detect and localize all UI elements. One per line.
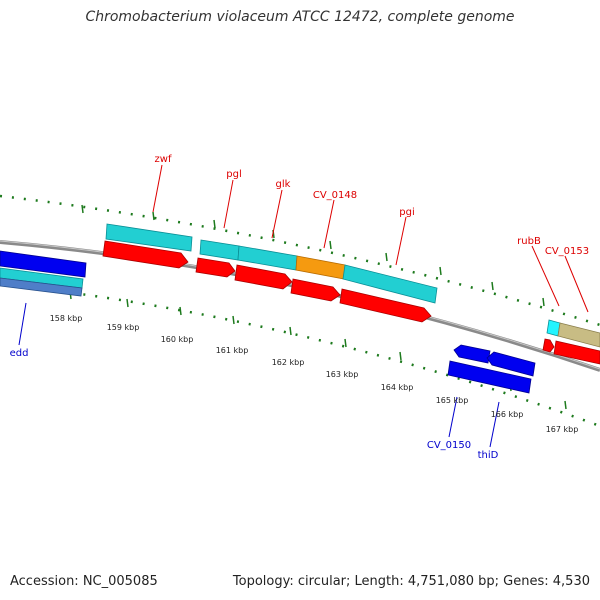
glk-leader [271, 189, 283, 239]
inner-major-tick [564, 400, 567, 410]
inner-tick-ring-dots [0, 282, 600, 428]
outer-major-tick [329, 240, 332, 250]
zwf-gene-arrow[interactable] [102, 240, 189, 269]
kbp-label: 158 kbp [50, 314, 83, 323]
pgi-leader [395, 216, 407, 266]
rubB-gene-arrow[interactable] [542, 338, 555, 353]
outer-major-tick [491, 281, 494, 291]
cv0153-leader [564, 255, 589, 313]
rubB-label[interactable]: rubB [517, 236, 541, 247]
edd-label[interactable]: edd [10, 348, 29, 359]
inner-major-tick [126, 298, 129, 308]
kbp-label: 166 kbp [491, 410, 524, 419]
kbp-label: 164 kbp [381, 383, 414, 392]
inner-major-tick [344, 338, 347, 348]
edd-cds-steel[interactable] [0, 277, 83, 297]
cv0153-cds[interactable] [557, 322, 600, 348]
reverse-label-leaders [18, 302, 500, 448]
kbp-label: 163 kbp [326, 370, 359, 379]
cv0150-label[interactable]: CV_0150 [427, 440, 471, 451]
genome-summary-text: Topology: circular; Length: 4,751,080 bp… [232, 574, 590, 589]
reverse-cds-block[interactable] [447, 360, 532, 394]
cv0148-gene-arrow[interactable] [290, 278, 341, 302]
inner-tick-ring [0, 282, 600, 428]
rubB-leader [531, 245, 560, 307]
reverse-left-track [0, 250, 87, 297]
pgl-label[interactable]: pgl [226, 169, 241, 180]
cv0148-leader [323, 199, 335, 249]
cv0148-label[interactable]: CV_0148 [313, 190, 357, 201]
forward-gene-track [102, 240, 600, 365]
pgi-gene-arrow[interactable] [339, 288, 432, 323]
inner-major-tick [179, 306, 182, 316]
cv0150-gene-arrow[interactable] [453, 344, 491, 364]
glk-label[interactable]: glk [276, 179, 291, 190]
inner-major-tick [289, 326, 292, 336]
kbp-label: 159 kbp [107, 323, 140, 332]
pgi-label[interactable]: pgi [399, 207, 414, 218]
pgl-gene-arrow[interactable] [195, 257, 236, 278]
outer-major-tick [542, 297, 545, 307]
kbp-label: 160 kbp [161, 335, 194, 344]
outer-major-tick [213, 219, 216, 229]
pgl-leader [223, 179, 234, 229]
reverse-right-track [447, 344, 536, 394]
kbp-label: 165 kbp [436, 396, 469, 405]
thiD-gene-arrow[interactable] [486, 351, 536, 377]
reverse-gene-labels: edd CV_0150 thiD [10, 348, 499, 461]
accession-text: Accession: NC_005085 [10, 574, 158, 589]
outer-tick-ring-dots [0, 194, 600, 327]
outer-major-tick [385, 252, 388, 262]
zwf-leader [152, 164, 163, 213]
glk-cds[interactable] [237, 245, 298, 271]
outer-major-tick [152, 211, 155, 221]
map-title: Chromobacterium violaceum ATCC 12472, co… [85, 9, 515, 25]
outer-major-tick [81, 204, 84, 214]
inner-major-tick [399, 351, 402, 361]
edd-leader [18, 302, 27, 346]
forward-label-leaders [152, 164, 589, 313]
pgl-cds[interactable] [199, 239, 240, 261]
zwf-cds[interactable] [105, 223, 193, 252]
zwf-label[interactable]: zwf [155, 154, 172, 165]
cv0150-leader [448, 396, 458, 438]
kbp-label: 161 kbp [216, 346, 249, 355]
edd-gene-arrow[interactable] [0, 250, 87, 278]
thiD-leader [489, 401, 500, 448]
outer-major-tick [439, 266, 442, 276]
kbp-label: 162 kbp [272, 358, 305, 367]
forward-cds-track [105, 223, 600, 348]
inner-major-tick [232, 315, 235, 325]
kbp-scale-labels: 158 kbp 159 kbp 160 kbp 161 kbp 162 kbp … [50, 314, 579, 434]
kbp-label: 167 kbp [546, 425, 579, 434]
cv0148-cds[interactable] [295, 255, 346, 280]
pgi-cds[interactable] [342, 264, 438, 304]
cv0153-gene-arrow[interactable] [553, 340, 600, 365]
forward-gene-labels: zwf pgl glk CV_0148 pgi rubB CV_0153 [155, 154, 590, 257]
cv0153-label[interactable]: CV_0153 [545, 246, 589, 257]
glk-gene-arrow[interactable] [234, 264, 293, 290]
thiD-label[interactable]: thiD [478, 450, 499, 461]
